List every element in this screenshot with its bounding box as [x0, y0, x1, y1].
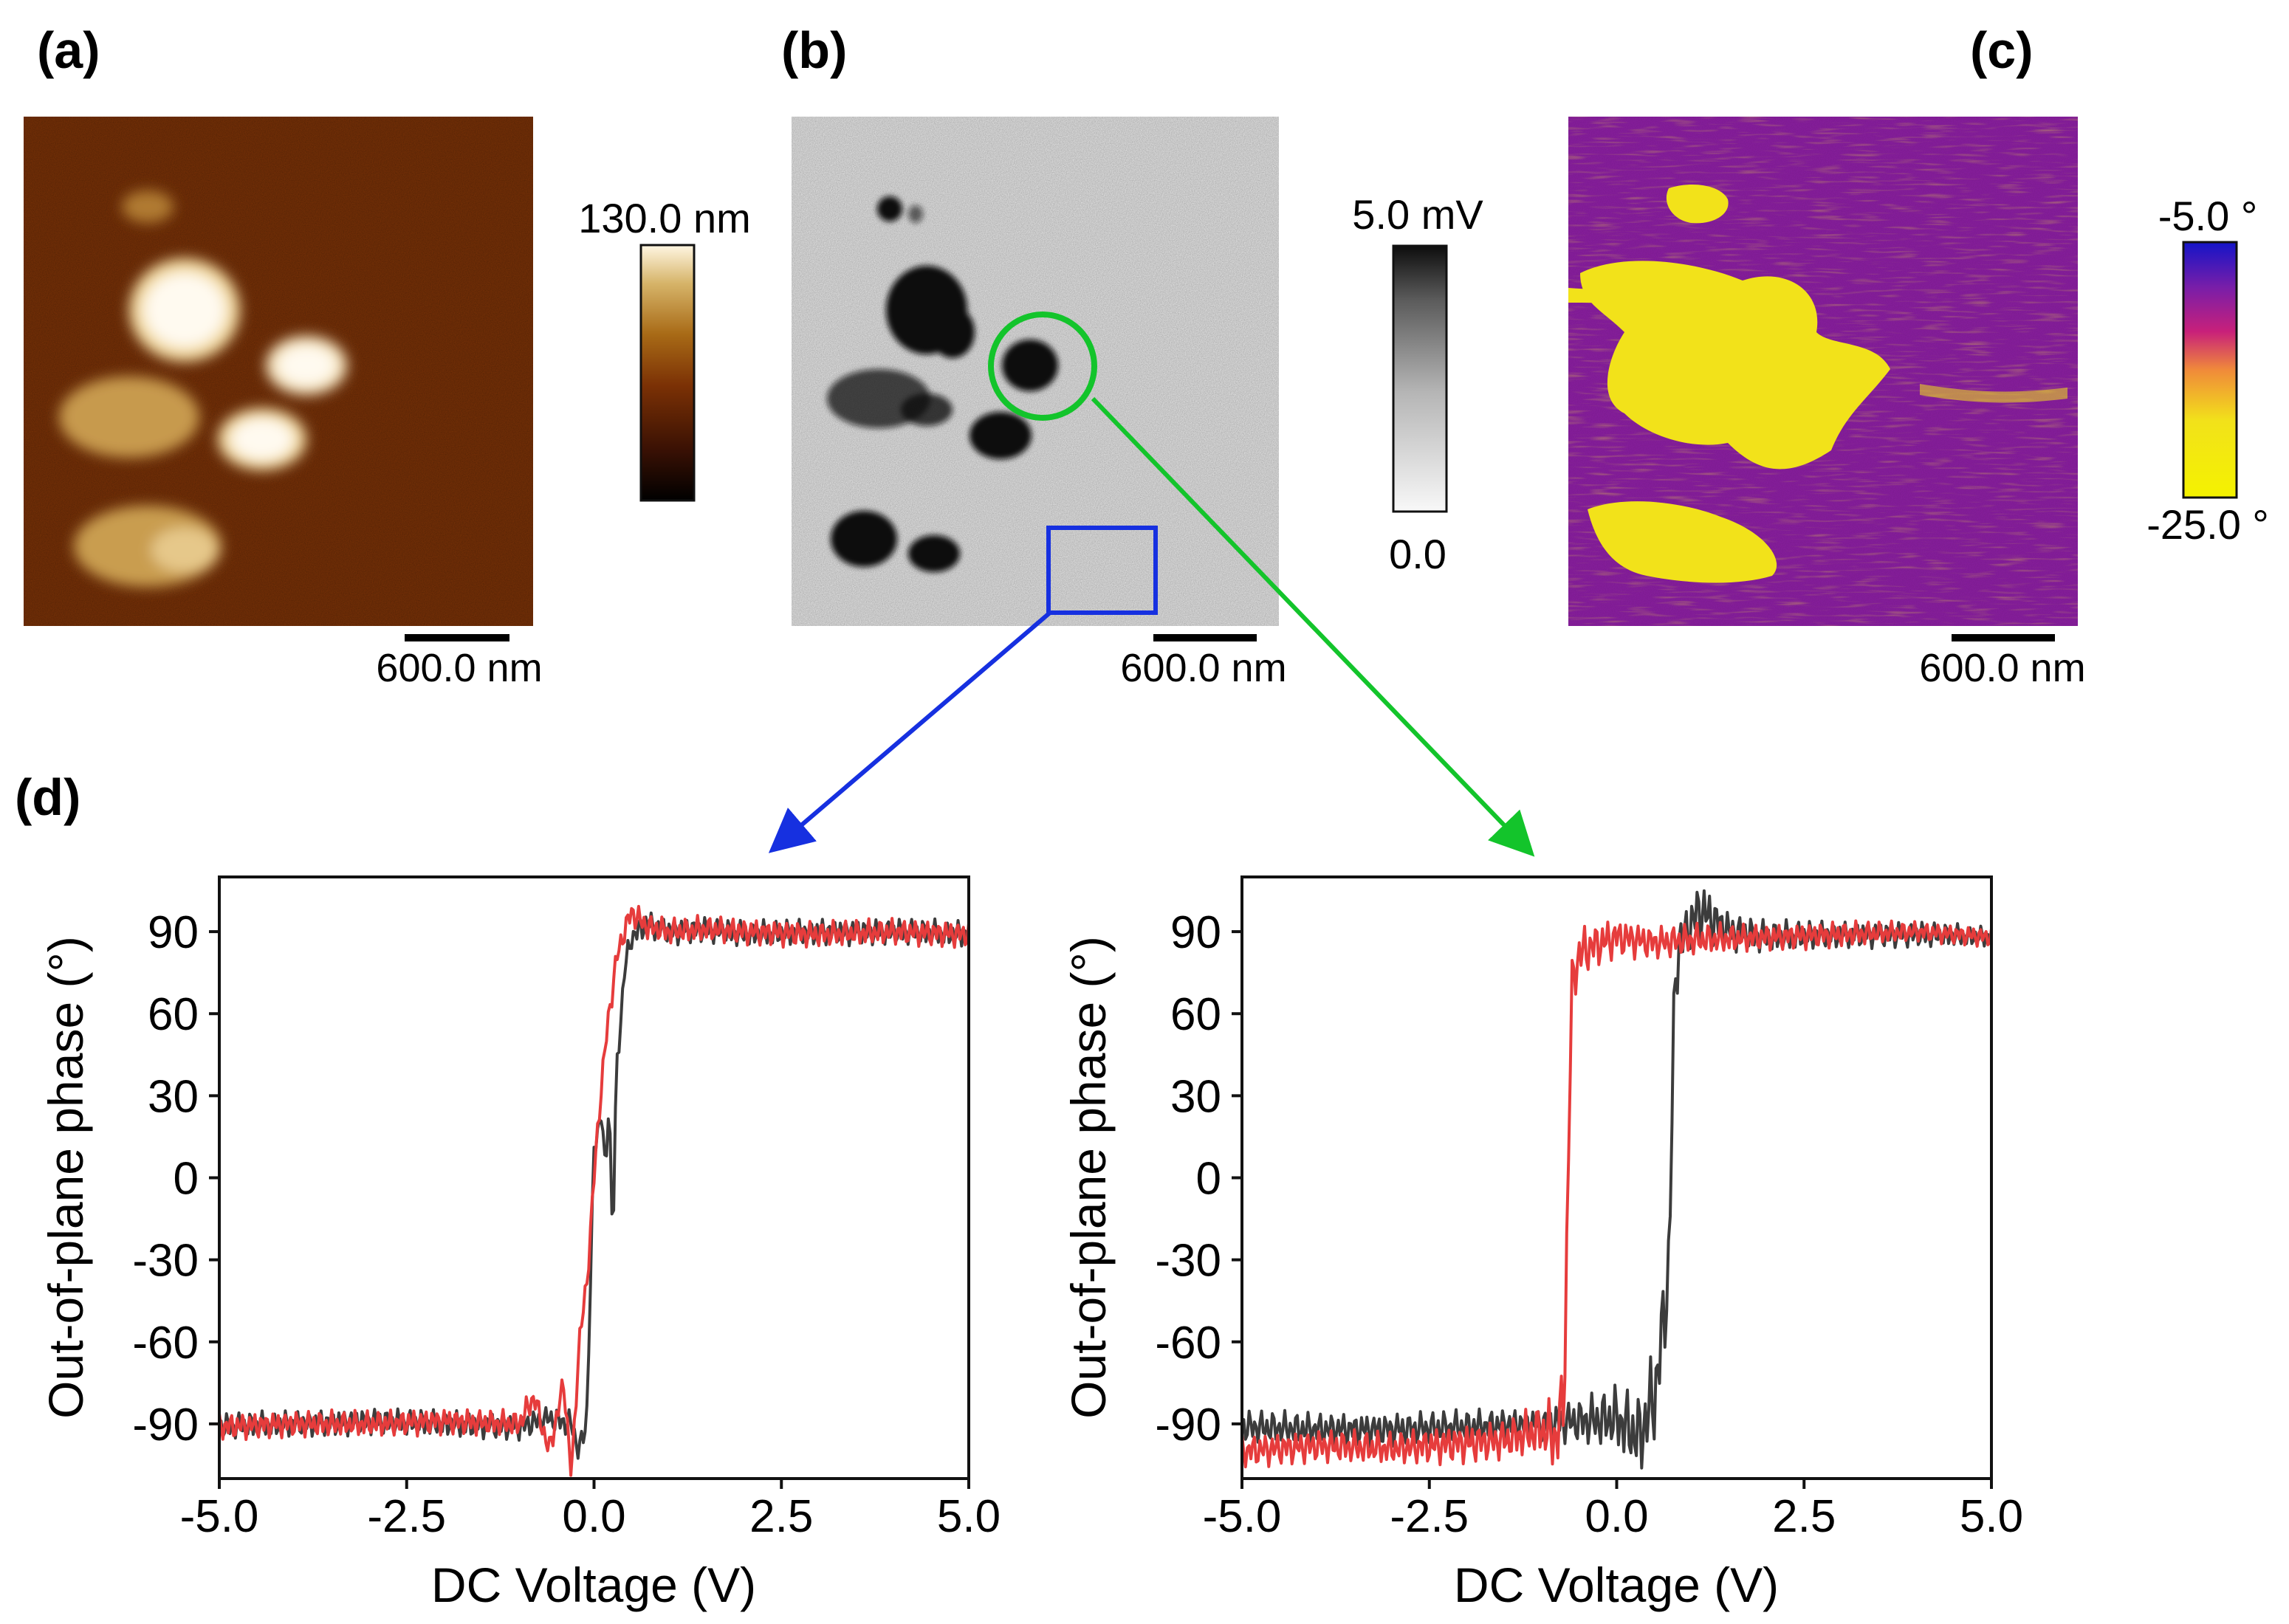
- x-tick-label: -5.0: [1203, 1491, 1282, 1542]
- plot-frame: [1240, 875, 1993, 1480]
- y-axis-title: Out-of-plane phase (°): [38, 936, 93, 1419]
- y-tick-label: 0: [174, 1154, 199, 1205]
- phase-map: [1568, 117, 2078, 626]
- y-tick-label: 0: [1196, 1154, 1221, 1205]
- hysteresis-plot-particle: -5.0 -2.5 0.0 2.5 5.0 90 60 30 0 -30 -60 -90 DC Vol…: [1061, 875, 2023, 1612]
- series-trace: [1242, 889, 1991, 1470]
- panel-label-d: (d): [15, 768, 80, 826]
- panel-label-a: (a): [37, 21, 100, 79]
- x-tick-label: 2.5: [1772, 1491, 1836, 1542]
- y-tick-label: -60: [132, 1318, 199, 1369]
- background-highlight-box: [1046, 526, 1158, 615]
- y-tick-label: -30: [132, 1236, 199, 1287]
- x-tick-label: -2.5: [367, 1491, 446, 1542]
- blue-arrow: [768, 610, 1051, 853]
- colorbar-c-max: -5.0 °: [2158, 193, 2257, 239]
- colorbar-a-max: 130.0 nm: [578, 195, 751, 241]
- y-tick-label: 30: [148, 1071, 199, 1122]
- x-tick-label: -5.0: [180, 1491, 259, 1542]
- scalebar-c-label: 600.0 nm: [1919, 646, 2085, 690]
- topography-map: [24, 117, 533, 626]
- x-tick-label: 0.0: [562, 1491, 625, 1542]
- panel-label-b: (b): [781, 21, 847, 79]
- amplitude-map: [792, 117, 1279, 626]
- x-axis-title: DC Voltage (V): [1454, 1558, 1779, 1612]
- y-tick-label: -90: [132, 1400, 199, 1451]
- x-tick-label: 0.0: [1585, 1491, 1648, 1542]
- colorbar-c: [2182, 241, 2238, 499]
- y-axis-title: Out-of-plane phase (°): [1061, 936, 1116, 1419]
- particle-highlight-circle: [988, 312, 1097, 421]
- y-tick-label: 30: [1170, 1071, 1221, 1122]
- colorbar-b: [1392, 244, 1448, 513]
- green-arrow: [1091, 396, 1535, 857]
- y-tick-label: -30: [1155, 1236, 1221, 1287]
- scalebar-a-label: 600.0 nm: [376, 646, 542, 690]
- x-axis-title: DC Voltage (V): [431, 1558, 756, 1612]
- x-tick-label: 5.0: [937, 1491, 1001, 1542]
- y-tick-label: -60: [1155, 1318, 1221, 1369]
- panel-label-c: (c): [1970, 21, 2034, 79]
- colorbar-c-min: -25.0 °: [2146, 501, 2269, 548]
- x-tick-label: 2.5: [749, 1491, 813, 1542]
- y-tick-label: 60: [148, 989, 199, 1040]
- scalebar-b-label: 600.0 nm: [1120, 646, 1286, 690]
- x-tick-label: -2.5: [1390, 1491, 1469, 1542]
- series-retrace: [1242, 919, 1991, 1469]
- hysteresis-plot-background: -5.0 -2.5 0.0 2.5 5.0 90 60 30 0 -30 -60 -90 DC Vol…: [38, 875, 1001, 1612]
- colorbar-a: [639, 244, 696, 502]
- y-tick-label: 90: [148, 907, 199, 958]
- series-retrace: [219, 904, 969, 1477]
- colorbar-b-max: 5.0 mV: [1352, 191, 1483, 238]
- y-tick-label: 60: [1170, 989, 1221, 1040]
- y-tick-label: -90: [1155, 1400, 1221, 1451]
- x-tick-label: 5.0: [1960, 1491, 2023, 1542]
- y-tick-label: 90: [1170, 907, 1221, 958]
- colorbar-b-min: 0.0: [1389, 531, 1447, 577]
